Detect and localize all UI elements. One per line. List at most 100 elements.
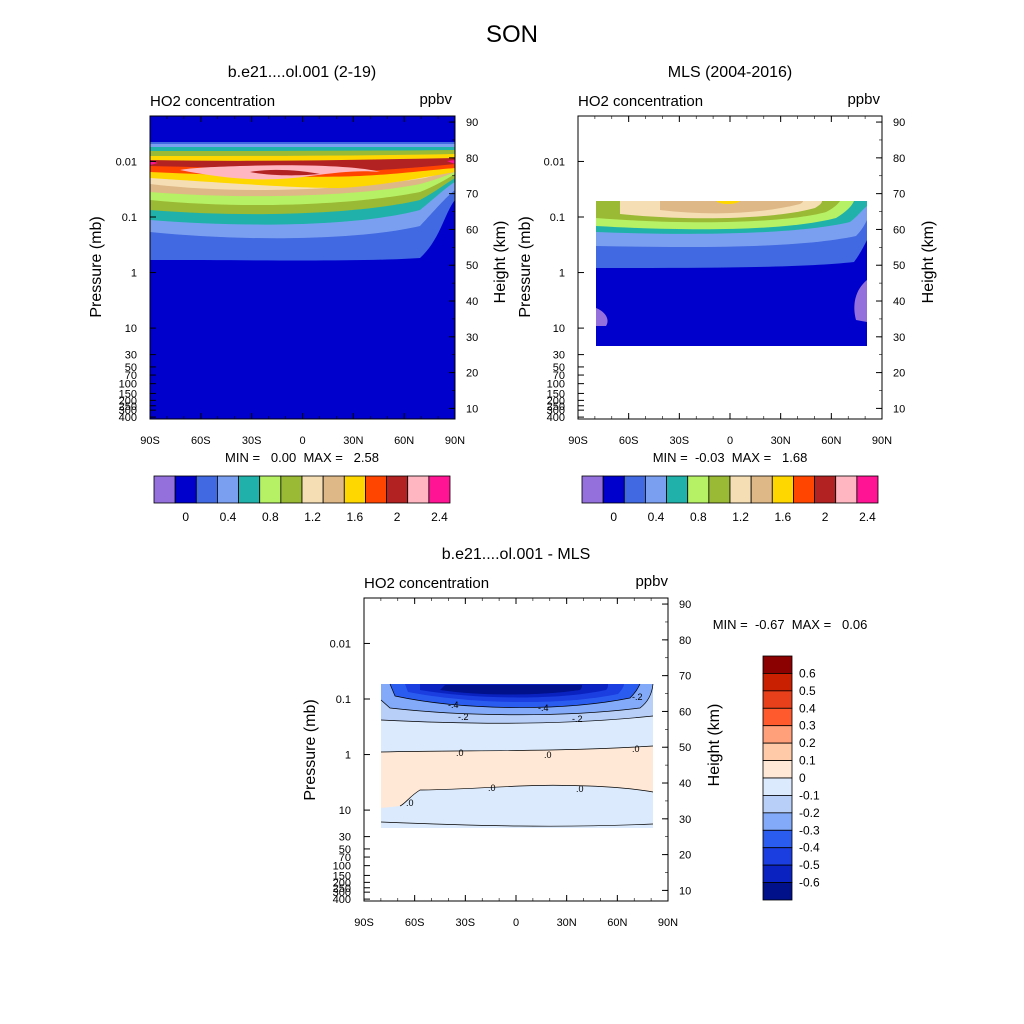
contour-label: .0 <box>576 784 584 794</box>
panel-difference: b.e21....ol.001 - MLS HO2 concentration … <box>302 546 867 929</box>
y2-tick-label: 10 <box>679 885 691 897</box>
colorbar-swatch <box>407 475 430 504</box>
y2-tick-label: 40 <box>679 778 691 790</box>
x-tick-label: 60S <box>405 917 425 929</box>
y-tick-label: 300 <box>547 405 565 417</box>
y2-tick-label: 20 <box>893 368 905 380</box>
y-tick-label: 0.01 <box>544 156 565 168</box>
colorbar-swatch <box>217 475 239 504</box>
y-tick-label: 150 <box>547 388 565 400</box>
y-tick-label: 70 <box>125 370 137 382</box>
x-tick-label: 30N <box>343 435 363 447</box>
variable-label: HO2 concentration <box>150 93 275 110</box>
colorbar-label: 1.6 <box>775 510 792 524</box>
x-tick-label: 90N <box>872 435 892 447</box>
x-tick-label: 90S <box>140 435 160 447</box>
contour-label: .0 <box>488 783 496 793</box>
colorbar-label: -0.5 <box>799 858 820 872</box>
y-tick-label: 1 <box>345 750 351 762</box>
colorbar-swatch <box>762 847 793 866</box>
units-label: ppbv <box>635 573 668 590</box>
colorbar-swatch <box>623 475 646 504</box>
colorbar-swatch <box>762 795 793 814</box>
y2-tick-label: 50 <box>466 260 478 272</box>
y-tick-label: 50 <box>553 362 565 374</box>
colorbar-label: -0.1 <box>799 788 820 802</box>
y2-tick-label: 80 <box>466 153 478 165</box>
min-max-text: MIN = 0.00 MAX = 2.58 <box>225 450 379 465</box>
contour-label: -.2 <box>458 712 469 722</box>
colorbar-label: 1.6 <box>347 510 364 524</box>
contour-label: .0 <box>406 798 414 808</box>
y-tick-label: 10 <box>125 323 137 335</box>
panel-title: b.e21....ol.001 - MLS <box>442 546 591 563</box>
colorbar-label: 0 <box>182 510 189 524</box>
colorbar-label: -0.2 <box>799 806 820 820</box>
x-tick-label: 0 <box>727 435 733 447</box>
y2-tick-label: 40 <box>893 296 905 308</box>
y2-tick-label: 30 <box>893 332 905 344</box>
x-tick-label: 0 <box>513 917 519 929</box>
variable-label: HO2 concentration <box>578 93 703 110</box>
colorbar-label: 0.8 <box>690 510 707 524</box>
y2-tick-label: 70 <box>679 671 691 683</box>
y2-tick-label: 60 <box>679 706 691 718</box>
colorbar-swatch <box>645 475 667 504</box>
variable-label: HO2 concentration <box>364 575 489 592</box>
y2-tick-label: 90 <box>893 117 905 129</box>
y-tick-label: 100 <box>333 861 351 873</box>
x-tick-label: 30S <box>456 917 476 929</box>
figure-title: SON <box>486 21 538 48</box>
y2-tick-label: 30 <box>679 814 691 826</box>
colorbar-swatch <box>856 475 879 504</box>
colorbar-label: 0.4 <box>799 701 816 715</box>
y-tick-label: 50 <box>339 844 351 856</box>
colorbar-label: 1.2 <box>304 510 321 524</box>
y-tick-label: 10 <box>339 805 351 817</box>
y2-tick-label: 50 <box>893 260 905 272</box>
min-max-text: MIN = -0.03 MAX = 1.68 <box>653 450 808 465</box>
colorbar-label: 0 <box>610 510 617 524</box>
units-label: ppbv <box>847 91 880 108</box>
contour-label: .0 <box>632 744 640 754</box>
contour-label: -.2 <box>572 714 583 724</box>
colorbar-swatch <box>365 475 387 504</box>
colorbar-swatch <box>762 742 793 761</box>
y-tick-label: 10 <box>553 323 565 335</box>
y-tick-label: 400 <box>119 412 137 424</box>
colorbar-swatch <box>386 475 409 504</box>
colorbar-label: 0.3 <box>799 719 816 733</box>
colorbar-swatch <box>750 475 773 504</box>
colorbar-swatch <box>322 475 345 504</box>
x-tick-label: 90N <box>445 435 465 447</box>
y-tick-label: 0.1 <box>550 212 565 224</box>
heatmap-field <box>578 116 882 419</box>
colorbar-swatch <box>762 655 793 674</box>
y-tick-label: 250 <box>333 883 351 895</box>
x-tick-label: 60N <box>821 435 841 447</box>
colorbar-swatch <box>814 475 837 504</box>
y-tick-label: 30 <box>339 832 351 844</box>
y-tick-label: 300 <box>119 405 137 417</box>
y-tick-label: 150 <box>333 870 351 882</box>
x-tick-label: 30S <box>242 435 262 447</box>
colorbar-swatch <box>687 475 710 504</box>
colorbar-swatch <box>762 690 793 709</box>
colorbar-label: -0.6 <box>799 876 820 890</box>
x-tick-label: 60N <box>394 435 414 447</box>
x-tick-label: 60N <box>607 917 627 929</box>
y2-tick-label: 70 <box>893 189 905 201</box>
colorbar-label: -0.4 <box>799 841 820 855</box>
x-tick-label: 90S <box>568 435 588 447</box>
colorbar-swatch <box>301 475 324 504</box>
contour-label: .0 <box>544 750 552 760</box>
y2-tick-label: 10 <box>893 403 905 415</box>
y2-tick-label: 20 <box>679 850 691 862</box>
y2-tick-label: 40 <box>466 296 478 308</box>
x-tick-label: 30S <box>670 435 690 447</box>
colorbar-label: 0.2 <box>799 736 816 750</box>
colorbar-swatch <box>762 725 793 744</box>
colorbar-swatch <box>174 475 197 504</box>
y2-tick-label: 80 <box>893 153 905 165</box>
